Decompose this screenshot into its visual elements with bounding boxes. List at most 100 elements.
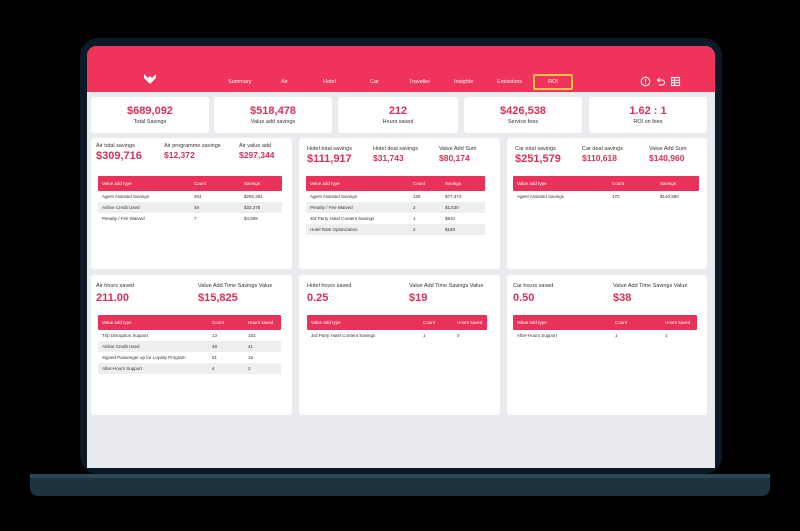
cell-count: 61 [212, 355, 218, 360]
column-header-sorted[interactable]: Savings [660, 181, 677, 186]
metric-value: $251,579 [515, 153, 561, 165]
metric-label: Value Add Sum [439, 146, 477, 152]
table-row: Airline Credit Used 48 $32,475 [98, 202, 282, 213]
column-header[interactable]: Count [212, 320, 225, 325]
metric-label: Value Add Time Savings Value [198, 283, 273, 289]
nav-insights[interactable]: Insights [454, 79, 473, 85]
cell-hours: 2 [248, 366, 251, 371]
nav-air[interactable]: Air [281, 79, 288, 85]
kpi-value-add-savings: $518,478 Value add savings [214, 97, 332, 133]
cell-hours: 15 [248, 355, 254, 360]
metric-label: Value Add Time Savings Value [613, 283, 688, 289]
car-savings-panel: Car total savings $251,579 Car deal savi… [507, 138, 707, 269]
cell-hours: 0 [457, 333, 460, 338]
column-header[interactable]: Value add type [517, 181, 547, 186]
alert-icon[interactable] [640, 76, 651, 87]
metric-label: Value Add Time Savings Value [409, 283, 484, 289]
cell-count: 126 [413, 194, 421, 199]
column-header[interactable]: Count [194, 181, 207, 186]
column-header-sorted[interactable]: Savings [244, 181, 261, 186]
table-row: After-Hours Support 1 1 [513, 330, 697, 341]
car-hours-saved: Car hours saved 0.50 [513, 283, 553, 304]
kpi-service-fees: $426,538 Service fees [464, 97, 582, 133]
metric-label: Hotel deal savings [373, 146, 418, 152]
metric-label: Air programme savings [164, 143, 221, 149]
column-header[interactable]: Count [612, 181, 625, 186]
car-hours-panel: Car hours saved 0.50 Value Add Time Savi… [507, 275, 707, 415]
kpi-value: $518,478 [250, 105, 296, 117]
kpi-label: Hours saved [382, 119, 414, 125]
cell-count: 13 [212, 333, 218, 338]
cell-hours: 153 [248, 333, 256, 338]
brand-logo-icon[interactable] [144, 74, 156, 84]
hotel-value-add-sum: Value Add Sum $80,174 [439, 146, 477, 163]
column-header[interactable]: Value add type [311, 320, 341, 325]
column-header[interactable]: Count [413, 181, 426, 186]
air-hours-saved: Air hours saved 211.00 [96, 283, 134, 304]
nav-roi-label: ROI [548, 79, 558, 85]
car-deal-savings: Car deal savings $110,618 [582, 146, 623, 163]
cell-count: 2 [413, 227, 416, 232]
column-header-sorted[interactable]: Hours saved [457, 320, 483, 325]
cell-savings: $250,361 [244, 194, 263, 199]
nav-summary[interactable]: Summary [228, 79, 252, 85]
table-header: Value add type Count Savings [513, 176, 699, 191]
cell-count: 48 [212, 344, 218, 349]
metric-label: Air total savings [96, 143, 135, 149]
metric-value: $297,344 [239, 150, 275, 160]
dashboard-screen: Summary Air Hotel Car Traveller Insights… [87, 46, 715, 468]
metric-label: Air hours saved [96, 283, 135, 289]
column-header[interactable]: Count [615, 320, 628, 325]
table-header: Value add type Count Hours saved [307, 315, 487, 330]
column-header-sorted[interactable]: Hours saved [665, 320, 691, 325]
air-value-add: Air value add $297,344 [239, 143, 274, 160]
nav-emissions[interactable]: Emissions [497, 79, 523, 85]
table-row: 3rd Party Hotel Content Savings 1 0 [307, 330, 487, 341]
metric-label: Hotel total savings [307, 146, 352, 152]
kpi-label: Total Savings [133, 119, 167, 125]
kpi-value: 1.62 : 1 [629, 105, 667, 117]
nav-traveller[interactable]: Traveller [409, 79, 431, 85]
column-header[interactable]: Value add type [310, 181, 340, 186]
metric-label: Car hours saved [513, 283, 554, 289]
top-navigation: Summary Air Hotel Car Traveller Insights… [87, 46, 715, 92]
cell-count: 1 [615, 333, 618, 338]
column-header[interactable]: Value add type [102, 181, 132, 186]
table-header: Value add type Count Savings [98, 176, 282, 191]
hotel-deal-savings: Hotel deal savings $31,743 [373, 146, 418, 163]
nav-roi-active[interactable]: ROI [533, 74, 573, 90]
table-header: Value add type Count Hours saved [98, 315, 281, 330]
metric-value: $38 [613, 292, 632, 304]
column-header-sorted[interactable]: Savings [445, 181, 462, 186]
column-header[interactable]: Value add type [517, 320, 547, 325]
kpi-value: $426,538 [500, 105, 546, 117]
table-row: After-Hours Support 4 2 [98, 363, 281, 374]
column-header[interactable]: Value add type [102, 320, 132, 325]
air-hours-table: Value add type Count Hours saved Trip Di… [98, 315, 281, 374]
cell-type: Airline Credit Used [102, 344, 140, 349]
air-time-savings-value: Value Add Time Savings Value $15,825 [198, 283, 272, 304]
nav-hotel[interactable]: Hotel [323, 79, 336, 85]
cell-count: 170 [612, 194, 620, 199]
hotel-hours-panel: Hotel hours saved 0.25 Value Add Time Sa… [299, 275, 500, 415]
column-header-sorted[interactable]: Hours saved [248, 320, 274, 325]
cell-savings: $4,506 [244, 216, 258, 221]
cell-count: 4 [212, 366, 215, 371]
cell-savings: $140,960 [660, 194, 679, 199]
air-savings-panel: Air total savings $309,716 Air programme… [91, 138, 292, 269]
column-header[interactable]: Count [423, 320, 436, 325]
cell-type: Penalty / Fee Waived [102, 216, 145, 221]
undo-icon[interactable] [655, 76, 666, 87]
cell-count: 204 [194, 194, 202, 199]
kpi-label: Value add savings [250, 119, 296, 125]
nav-car[interactable]: Car [370, 79, 379, 85]
cell-type: Agent Assisted Savings [310, 194, 358, 199]
hotel-savings-table: Value add type Count Savings Agent Assis… [306, 176, 485, 235]
cell-type: Trip Disruption Support [102, 333, 149, 338]
cell-savings: $160 [445, 227, 456, 232]
table-row: Agent Assisted Savings 170 $140,960 [513, 191, 699, 202]
cell-savings: $77,474 [445, 194, 462, 199]
report-icon[interactable] [670, 76, 681, 87]
cell-count: 2 [413, 205, 416, 210]
metric-label: Air value add [239, 143, 272, 149]
